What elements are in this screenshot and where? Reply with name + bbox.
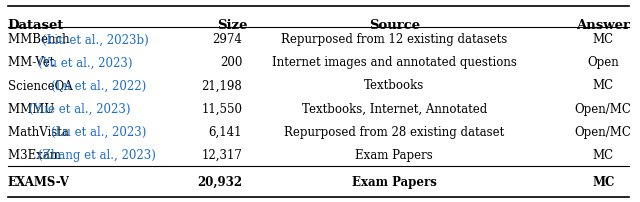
Text: 20,932: 20,932 [197, 175, 242, 188]
Text: Open/MC: Open/MC [575, 125, 632, 138]
Text: MC: MC [593, 33, 614, 46]
Text: (Lu et al., 2022): (Lu et al., 2022) [51, 79, 146, 92]
Text: MM-Vet: MM-Vet [8, 56, 58, 69]
Text: MC: MC [593, 79, 614, 92]
Text: Exam Papers: Exam Papers [355, 148, 433, 161]
Text: (Lu et al., 2023): (Lu et al., 2023) [51, 125, 146, 138]
Text: MC: MC [593, 148, 614, 161]
Text: Size: Size [218, 19, 248, 32]
Text: Repurposed from 28 existing dataset: Repurposed from 28 existing dataset [284, 125, 504, 138]
Text: Dataset: Dataset [8, 19, 64, 32]
Text: Textbooks: Textbooks [364, 79, 424, 92]
Text: Repurposed from 12 existing datasets: Repurposed from 12 existing datasets [281, 33, 508, 46]
Text: EXAMS-V: EXAMS-V [8, 175, 70, 188]
Text: 2974: 2974 [212, 33, 242, 46]
Text: MC: MC [592, 175, 614, 188]
Text: MathVista: MathVista [8, 125, 72, 138]
Text: Exam Papers: Exam Papers [352, 175, 436, 188]
Text: M3Exam: M3Exam [8, 148, 65, 161]
Text: Textbooks, Internet, Annotated: Textbooks, Internet, Annotated [301, 102, 487, 115]
Text: (Zhang et al., 2023): (Zhang et al., 2023) [38, 148, 156, 161]
Text: 21,198: 21,198 [202, 79, 242, 92]
Text: Open/MC: Open/MC [575, 102, 632, 115]
Text: MMMU: MMMU [8, 102, 58, 115]
Text: (Yu et al., 2023): (Yu et al., 2023) [38, 56, 132, 69]
Text: Open: Open [588, 56, 619, 69]
Text: 6,141: 6,141 [209, 125, 242, 138]
Text: Internet images and annotated questions: Internet images and annotated questions [272, 56, 516, 69]
Text: (Yue et al., 2023): (Yue et al., 2023) [29, 102, 131, 115]
Text: ScienceQA: ScienceQA [8, 79, 76, 92]
Text: Source: Source [369, 19, 420, 32]
Text: 11,550: 11,550 [201, 102, 242, 115]
Text: 200: 200 [220, 56, 242, 69]
Text: MMBench: MMBench [8, 33, 73, 46]
Text: Answer: Answer [576, 19, 630, 32]
Text: 12,317: 12,317 [201, 148, 242, 161]
Text: (Liu et al., 2023b): (Liu et al., 2023b) [42, 33, 149, 46]
